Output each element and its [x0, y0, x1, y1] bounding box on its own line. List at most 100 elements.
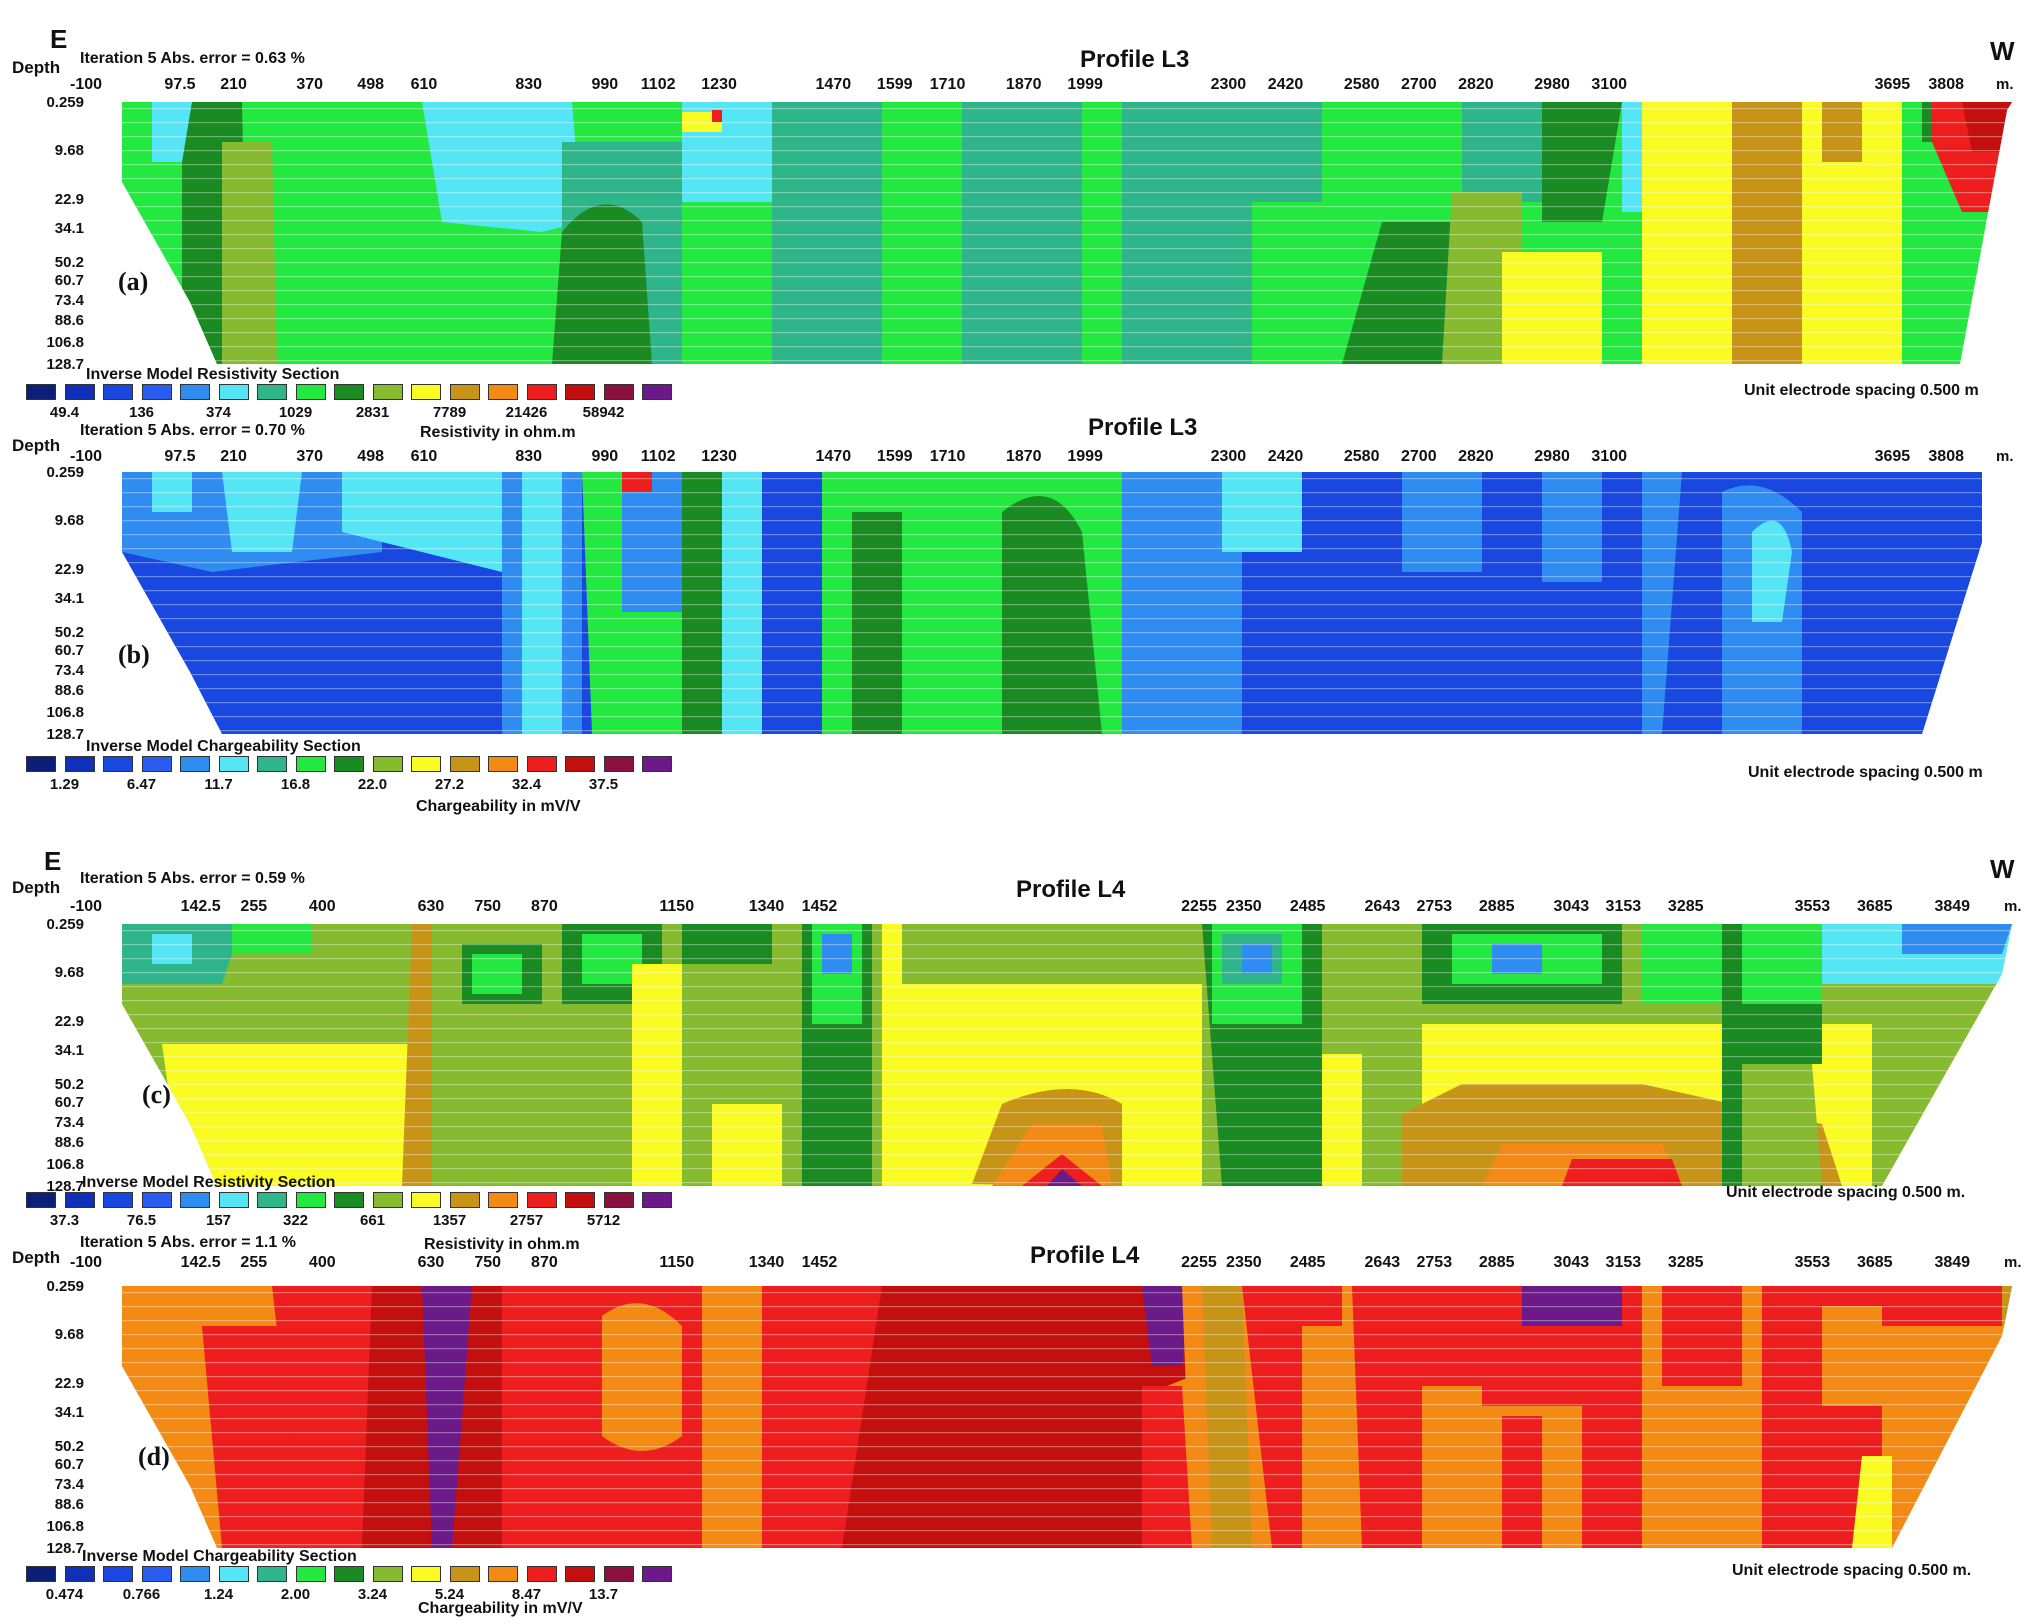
color-swatch	[180, 1192, 210, 1208]
x-tick-label: 3808	[1928, 448, 1964, 465]
color-scale-value: 1.29	[49, 776, 80, 793]
depth-label: Depth	[12, 58, 61, 77]
x-tick-label: 630	[417, 1254, 445, 1271]
x-tick-label: 3553	[1794, 898, 1831, 915]
x-tick-label: 1710	[929, 76, 966, 93]
y-tick-label: 34.1	[54, 220, 84, 238]
y-tick-label: 34.1	[54, 590, 84, 608]
x-tick-label: 2255	[1181, 1254, 1217, 1271]
color-swatch	[141, 1192, 172, 1208]
resistivity-section-image	[122, 924, 2012, 1186]
x-tick-label: 2885	[1478, 898, 1515, 915]
x-tick-label: 1452	[801, 1254, 838, 1271]
color-swatch	[180, 756, 210, 772]
y-tick-label: 34.1	[54, 1404, 84, 1422]
x-tick-label: 97.5	[164, 448, 196, 465]
y-tick-label: 128.7	[46, 1540, 84, 1557]
x-tick-label: 1870	[1005, 76, 1042, 93]
x-tick-label: 3043	[1553, 1254, 1590, 1271]
panel-c-resistivity-l4: E W Depth Iteration 5 Abs. error = 0.59 …	[0, 840, 2038, 1253]
y-tick-label: 88.6	[54, 1496, 84, 1514]
x-tick-label: 1452	[801, 898, 838, 915]
x-tick-label: 3685	[1856, 898, 1893, 915]
y-tick-label: 50.2	[54, 1076, 84, 1094]
electrode-spacing-note: Unit electrode spacing 0.500 m.	[1726, 1184, 1966, 1201]
y-tick-label: 106.8	[46, 333, 84, 351]
x-tick-label: 2820	[1458, 448, 1494, 465]
color-swatch	[141, 756, 172, 772]
x-tick-label: 2980	[1534, 448, 1570, 465]
x-tick-label: 370	[296, 448, 324, 465]
x-tick-label: 2700	[1401, 76, 1437, 93]
color-scale-value: 8.47	[511, 1586, 542, 1603]
color-scale-value: 32.4	[511, 776, 542, 793]
color-swatch	[26, 1566, 56, 1582]
color-swatch	[603, 756, 634, 772]
color-scale-bar	[26, 1192, 686, 1212]
x-tick-label: 2350	[1226, 898, 1262, 915]
scale-unit-label: Chargeability in mV/V	[416, 798, 581, 815]
chargeability-section-image	[122, 472, 1982, 734]
color-swatch	[411, 1566, 441, 1582]
color-swatch	[218, 384, 249, 400]
y-tick-label: 9.68	[54, 511, 84, 529]
y-tick-label: 22.9	[54, 1374, 84, 1392]
x-tick-label: 1999	[1067, 76, 1103, 93]
y-tick-label: 50.2	[54, 1438, 84, 1456]
y-tick-label: 60.7	[54, 1456, 84, 1474]
y-tick-label: 73.4	[54, 291, 84, 309]
x-tick-label: 1710	[929, 448, 966, 465]
depth-label: Depth	[12, 436, 61, 455]
color-scale-bar	[26, 1566, 686, 1586]
y-tick-label: 60.7	[54, 642, 84, 660]
x-tick-label: 2255	[1181, 898, 1217, 915]
electrode-spacing-note: Unit electrode spacing 0.500 m	[1744, 382, 1979, 399]
x-tick-label: 255	[240, 1254, 268, 1271]
x-tick-label: 2580	[1343, 448, 1380, 465]
scale-unit-label: Resistivity in ohm.m	[424, 1236, 580, 1253]
scale-unit-label: Resistivity in ohm.m	[420, 424, 576, 441]
color-swatch	[257, 1566, 287, 1582]
y-tick-label: 22.9	[54, 1012, 84, 1030]
x-tick-label: 1150	[659, 898, 695, 915]
color-scale-value: 22.0	[357, 776, 388, 793]
depth-label: Depth	[12, 878, 61, 897]
color-swatch	[334, 1566, 364, 1582]
color-scale-value: 11.7	[204, 776, 233, 793]
section-title: Inverse Model Chargeability Section	[86, 738, 361, 755]
color-scale-value: 1.24	[203, 1586, 234, 1603]
x-tick-label: 142.5	[180, 1254, 221, 1271]
panel-letter: (b)	[118, 640, 150, 669]
x-tick-label: 1230	[701, 448, 737, 465]
color-swatch	[103, 1192, 133, 1208]
x-tick-label: 3043	[1553, 898, 1590, 915]
panel-d-chargeability-l4: Depth Iteration 5 Abs. error = 1.1 % Pro…	[0, 1216, 2038, 1617]
chargeability-section-image	[122, 1286, 2012, 1548]
color-scale-value: 322	[282, 1212, 309, 1229]
x-tick-label: 1340	[748, 1254, 785, 1271]
x-unit-label: m.	[2004, 898, 2022, 915]
color-scale-value: 5.24	[434, 1586, 465, 1603]
y-tick-label: 128.7	[46, 356, 84, 373]
x-tick-label: 750	[474, 898, 502, 915]
depth-label: Depth	[12, 1248, 61, 1267]
color-swatch	[526, 384, 557, 400]
color-swatch	[295, 1566, 326, 1582]
color-scale-value: 3.24	[357, 1586, 388, 1603]
color-swatch	[257, 1192, 287, 1208]
scale-unit-label: Chargeability in mV/V	[418, 1600, 583, 1617]
panel-b-chargeability-l3: Depth Iteration 5 Abs. error = 0.70 % Pr…	[0, 400, 2038, 815]
electrode-spacing-note: Unit electrode spacing 0.500 m	[1748, 764, 1983, 781]
color-swatch	[26, 1192, 56, 1208]
y-tick-label: 9.68	[54, 963, 84, 981]
electrode-spacing-note: Unit electrode spacing 0.500 m.	[1732, 1562, 1972, 1579]
color-swatch	[334, 756, 364, 772]
panel-letter: (c)	[142, 1080, 171, 1109]
x-tick-label: 1599	[876, 448, 913, 465]
color-swatch	[449, 1192, 480, 1208]
x-tick-label: 2643	[1364, 1254, 1401, 1271]
color-scale-value: 7789	[432, 404, 467, 421]
x-tick-label: 3153	[1605, 1254, 1642, 1271]
x-tick-label: 2420	[1267, 76, 1304, 93]
y-tick-label: 0.259	[46, 464, 84, 481]
